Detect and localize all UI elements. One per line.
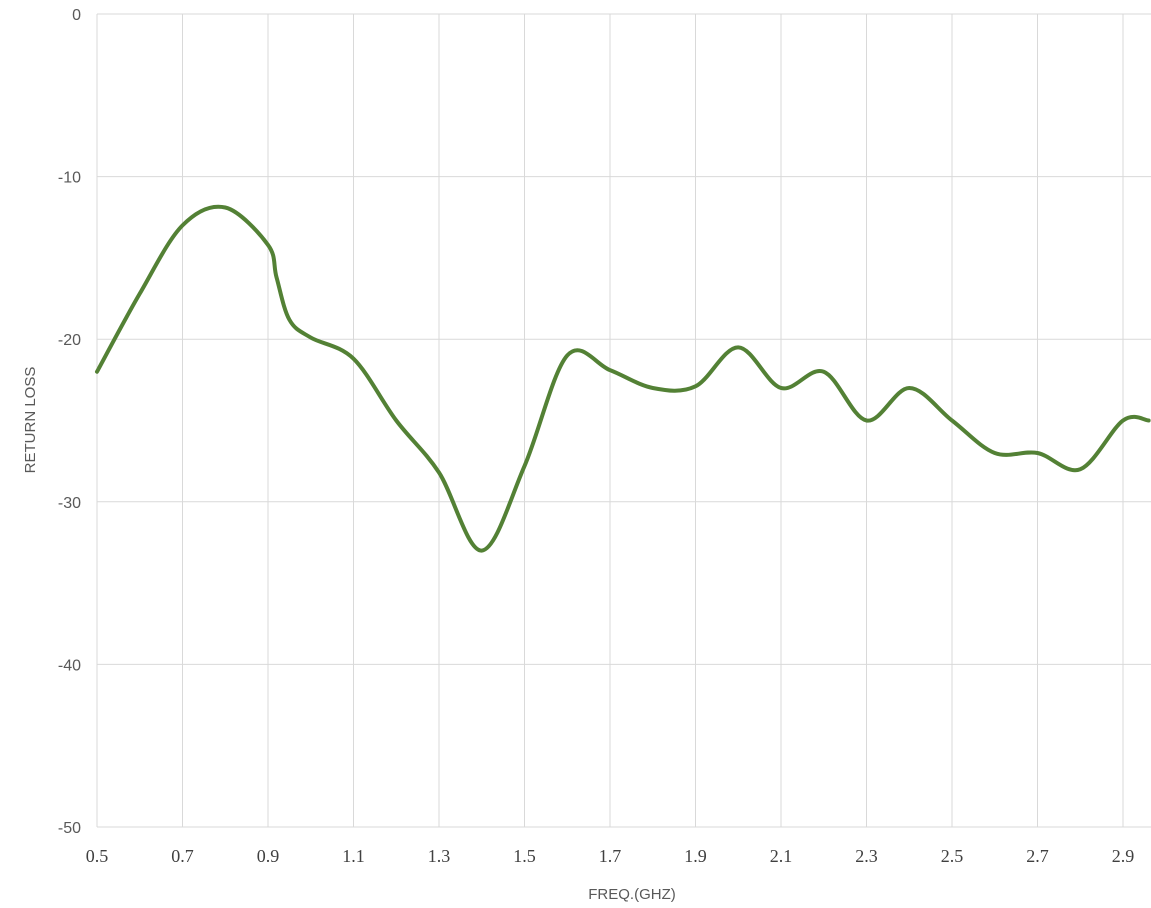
x-tick-label: 2.9 [1112,846,1135,866]
y-tick-label: -10 [58,170,81,187]
x-tick-label: 1.5 [513,846,536,866]
y-tick-label: -40 [58,657,81,674]
tick-labels: 0 -10 -20 -30 -40 -50 0.5 0.7 0.9 1.1 1.3 1.5 1.7 1.9… [58,7,1134,866]
grid [96,13,1151,828]
y-tick-label: -20 [58,332,81,349]
y-tick-label: -50 [58,820,81,837]
x-tick-label: 1.1 [342,846,365,866]
series-line-0 [95,204,1151,553]
x-tick-label: 1.7 [599,846,622,866]
x-tick-label: 0.7 [171,846,194,866]
x-tick-label: 0.9 [257,846,280,866]
y-axis-title: RETURN LOSS [22,367,39,474]
series-layer [95,204,1151,553]
x-tick-label: 2.7 [1026,846,1049,866]
x-tick-label: 1.9 [684,846,707,866]
x-tick-label: 0.5 [86,846,109,866]
x-tick-label: 2.3 [855,846,878,866]
y-tick-label: 0 [72,7,81,24]
y-tick-label: -30 [58,495,81,512]
x-tick-label: 1.3 [428,846,451,866]
x-tick-label: 2.5 [941,846,964,866]
axes [96,14,1151,828]
x-tick-label: 2.1 [770,846,793,866]
x-axis-title: FREQ.(GHZ) [588,886,676,903]
